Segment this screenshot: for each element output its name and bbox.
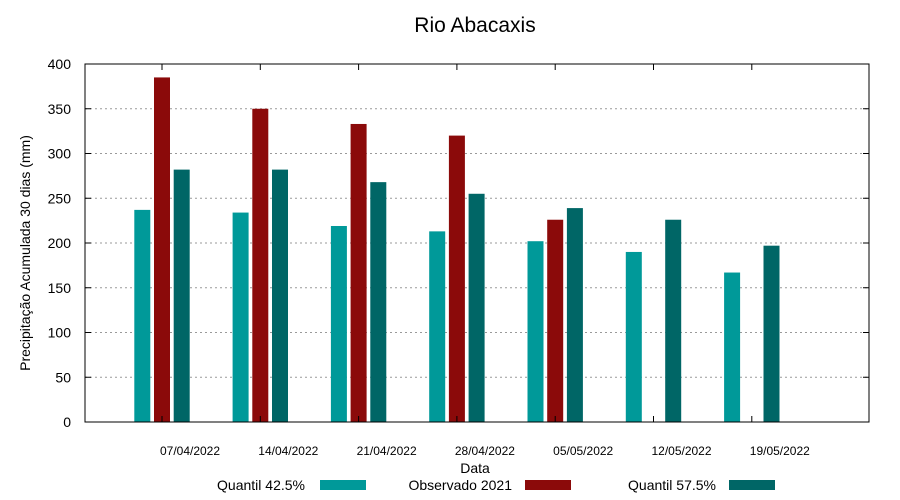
bar-quantil-42-5--3 xyxy=(429,231,446,422)
bar-quantil-57-5--1 xyxy=(272,169,288,422)
bar-quantil-42-5--4 xyxy=(527,241,544,422)
x-tick-label: 07/04/2022 xyxy=(160,444,220,458)
bar-quantil-57-5--2 xyxy=(370,182,387,422)
legend-swatch xyxy=(729,480,775,490)
y-tick-label: 400 xyxy=(48,56,72,72)
bar-quantil-57-5--0 xyxy=(173,169,190,422)
bar-quantil-57-5--5 xyxy=(665,219,682,422)
bar-quantil-42-5--5 xyxy=(625,251,642,422)
legend: Quantil 42.5% Observado 2021 Quantil 57.5% xyxy=(217,477,775,493)
bar-quantil-57-5--4 xyxy=(566,208,583,422)
bar-quantil-42-5--0 xyxy=(134,209,151,422)
x-axis: 07/04/2022 14/04/2022 21/04/2022 28/04/2022… xyxy=(160,64,810,458)
y-tick-label: 50 xyxy=(55,369,71,385)
y-tick-label: 250 xyxy=(48,190,72,206)
y-tick-label: 300 xyxy=(48,146,72,162)
x-tick-label: 19/05/2022 xyxy=(750,444,810,458)
bar-quantil-42-5--2 xyxy=(330,225,347,422)
bar-observado-2021-1 xyxy=(252,108,269,422)
legend-label: Observado 2021 xyxy=(408,477,512,493)
x-tick-label: 21/04/2022 xyxy=(357,444,417,458)
y-tick-label: 150 xyxy=(48,280,72,296)
legend-label: Quantil 57.5% xyxy=(628,477,716,493)
bar-quantil-42-5--1 xyxy=(232,212,249,422)
y-axis: 0 50 100 150 200 250 300 350 400 xyxy=(48,56,869,430)
x-axis-label: Data xyxy=(460,460,490,476)
x-tick-label: 05/05/2022 xyxy=(553,444,613,458)
legend-swatch xyxy=(320,480,366,490)
legend-swatch xyxy=(525,480,571,490)
x-tick-label: 12/05/2022 xyxy=(651,444,711,458)
chart-title: Rio Abacaxis xyxy=(414,14,535,37)
plot-frame xyxy=(84,63,870,423)
y-axis-label: Precipitação Acumulada 30 dias (mm) xyxy=(17,135,33,371)
bar-quantil-57-5--3 xyxy=(468,193,485,422)
bars xyxy=(134,77,780,423)
bar-observado-2021-4 xyxy=(547,219,564,422)
x-tick-label: 28/04/2022 xyxy=(455,444,515,458)
x-tick-label: 14/04/2022 xyxy=(258,444,318,458)
bar-quantil-42-5--6 xyxy=(724,272,741,422)
y-tick-label: 350 xyxy=(48,101,72,117)
bar-observado-2021-2 xyxy=(350,123,367,422)
bar-quantil-57-5--6 xyxy=(763,245,780,422)
y-tick-label: 200 xyxy=(48,235,72,251)
bar-observado-2021-0 xyxy=(154,77,170,423)
legend-label: Quantil 42.5% xyxy=(217,477,305,493)
bar-observado-2021-3 xyxy=(448,135,465,422)
y-tick-label: 0 xyxy=(63,414,71,430)
y-tick-label: 100 xyxy=(48,325,72,341)
